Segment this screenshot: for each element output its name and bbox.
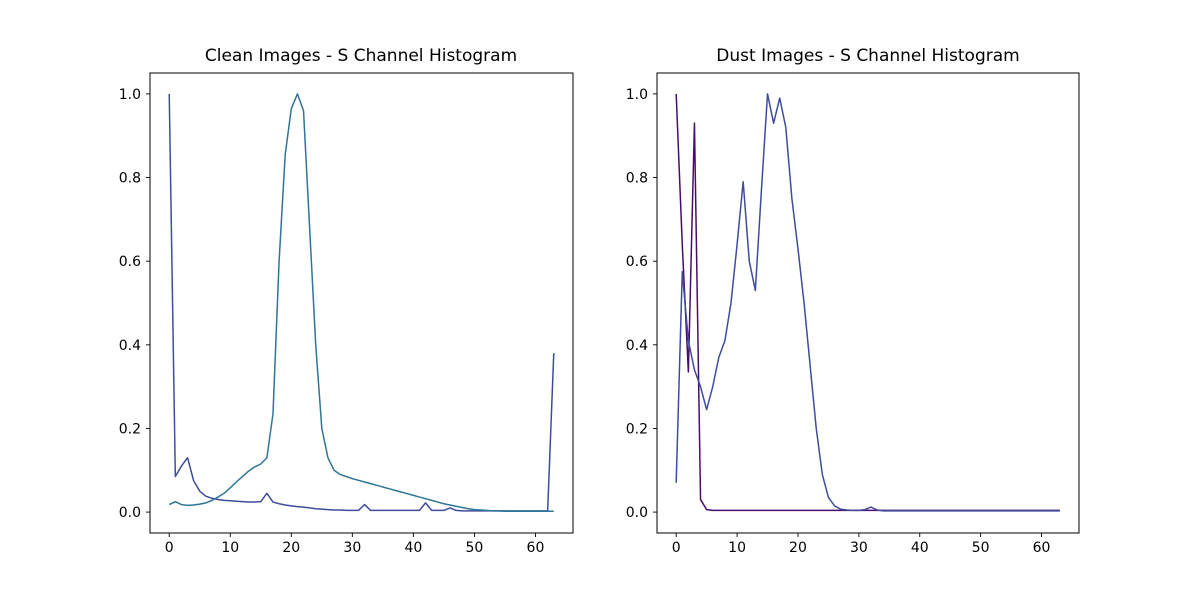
right-chart: 0 10 20 30 40 50 60 0.0 0.2 0.4 0.6 0.8 1.0 <box>626 72 1080 556</box>
x-tick-label: 30 <box>343 540 361 556</box>
y-tick-label: 1.0 <box>119 87 141 103</box>
y-tick-label: 0.6 <box>119 254 141 270</box>
y-tick-label: 0.4 <box>119 338 141 354</box>
y-tick-label: 0.2 <box>119 421 141 437</box>
x-tick-label: 10 <box>728 540 746 556</box>
y-tick-label: 0.6 <box>626 254 648 270</box>
y-tick-label: 0.0 <box>626 505 648 521</box>
y-tick-label: 0.0 <box>119 505 141 521</box>
x-tick-label: 50 <box>466 540 484 556</box>
x-tick-label: 10 <box>221 540 239 556</box>
x-tick-label: 30 <box>850 540 868 556</box>
x-tick-label: 50 <box>972 540 990 556</box>
x-tick-label: 0 <box>165 540 174 556</box>
x-tick-label: 40 <box>911 540 929 556</box>
y-tick-label: 0.8 <box>626 171 648 187</box>
left-chart-title: Clean Images - S Channel Histogram <box>204 46 518 66</box>
x-tick-label: 60 <box>1033 540 1051 556</box>
axes-frame <box>656 72 1080 534</box>
dust-histogram-line-2 <box>675 93 1060 512</box>
x-tick-label: 60 <box>527 540 545 556</box>
y-tick-label: 0.4 <box>626 338 648 354</box>
x-tick-label: 20 <box>789 540 807 556</box>
clean-histogram-line-2 <box>168 93 554 512</box>
left-chart: 0 10 20 30 40 50 60 0.0 0.2 0.4 0.6 0.8 1.0 <box>119 72 574 556</box>
x-tick-label: 20 <box>282 540 300 556</box>
y-tick-label: 0.2 <box>626 421 648 437</box>
y-tick-label: 1.0 <box>626 87 648 103</box>
y-tick-label: 0.8 <box>119 171 141 187</box>
dust-histogram-line-1 <box>675 93 1060 512</box>
axes-frame <box>149 72 574 534</box>
x-tick-label: 40 <box>404 540 422 556</box>
clean-histogram-line-1 <box>168 93 555 512</box>
x-tick-label: 0 <box>672 540 681 556</box>
right-chart-title: Dust Images - S Channel Histogram <box>716 46 1020 66</box>
